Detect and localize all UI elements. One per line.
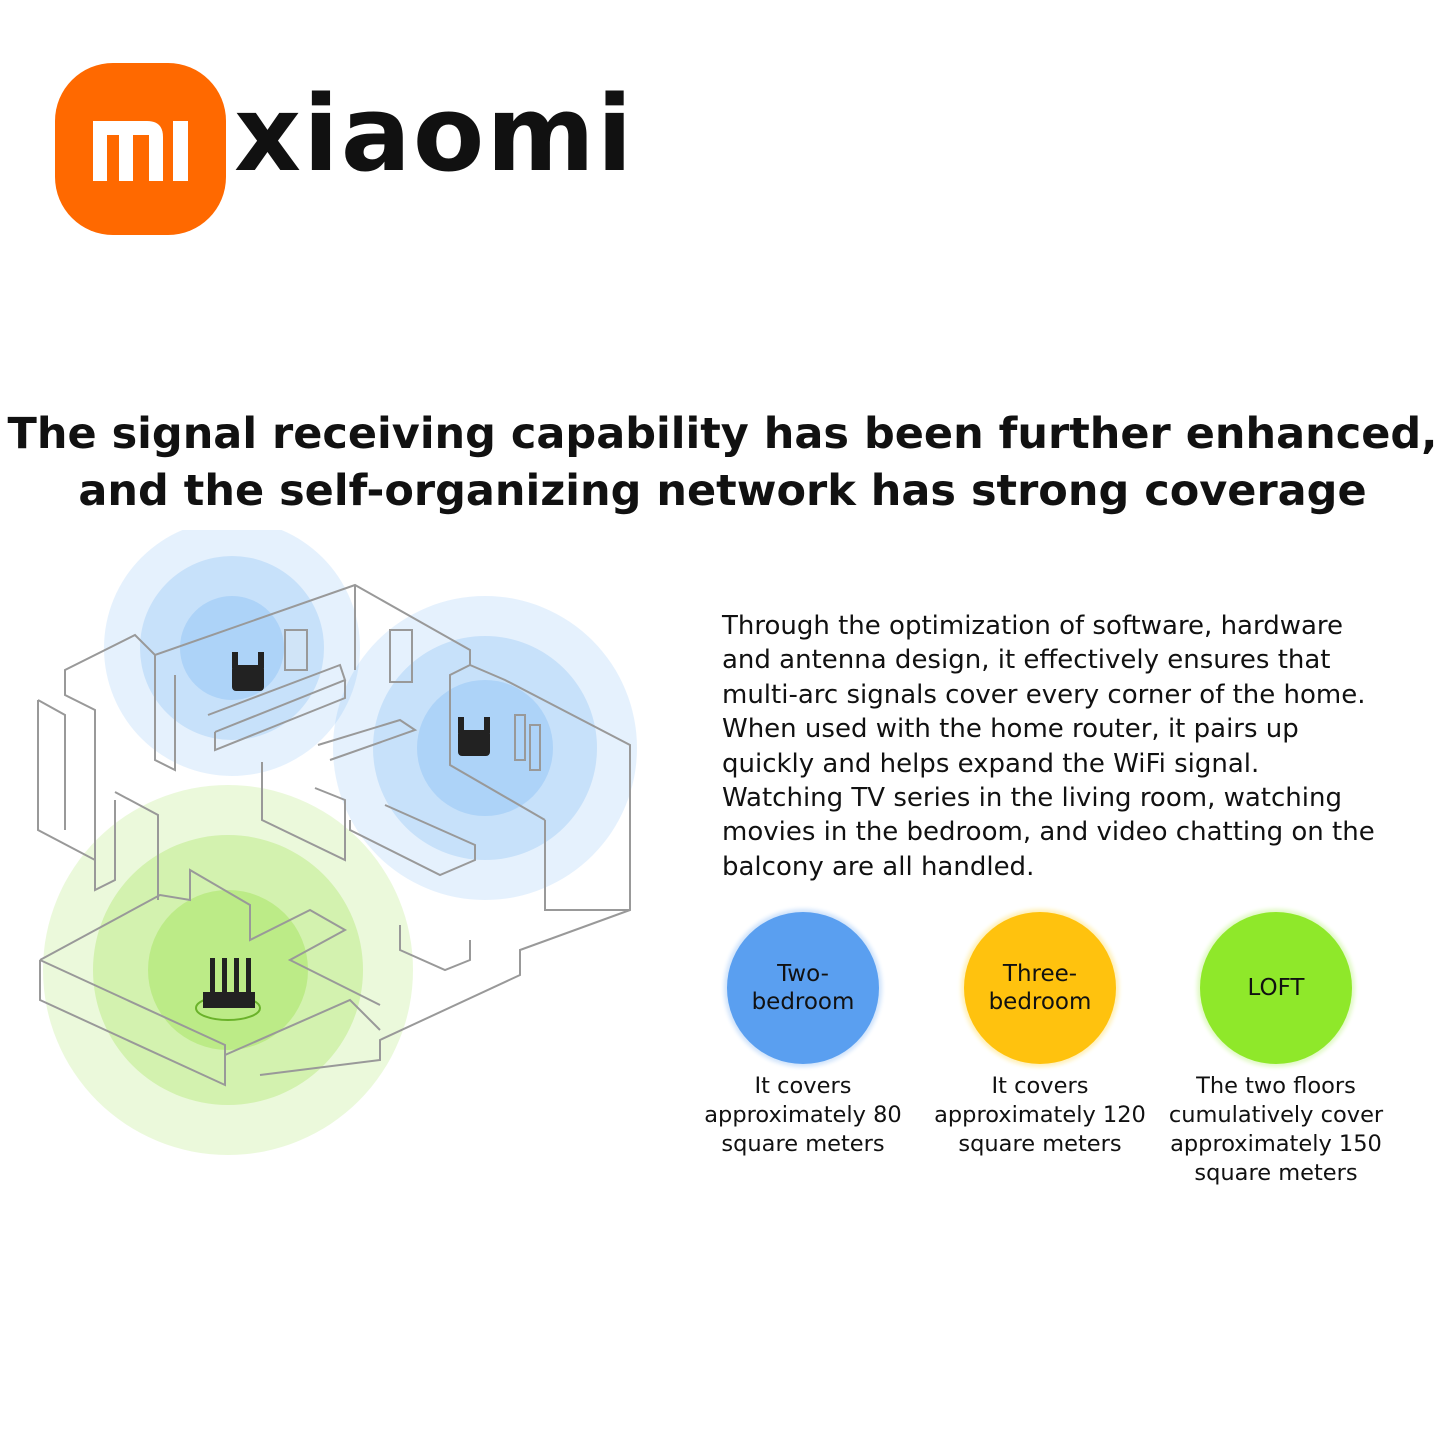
description-line: balcony are all handled. xyxy=(722,851,1035,882)
description-line: movies in the bedroom, and video chattin… xyxy=(722,817,1375,848)
caption-line: square meters xyxy=(721,1131,885,1157)
router-icon xyxy=(195,958,261,1021)
coverage-two-bedroom: Two-bedroom It covers approximately 80 s… xyxy=(683,912,923,1159)
caption-line: square meters xyxy=(958,1131,1122,1157)
two-bedroom-badge: Two-bedroom xyxy=(727,912,879,1064)
caption-line: approximately 150 xyxy=(1170,1131,1382,1157)
description-line: When used with the home router, it pairs… xyxy=(722,714,1299,745)
caption-line: cumulatively cover xyxy=(1168,1102,1384,1128)
coverage-caption: It covers approximately 80 square meters xyxy=(683,1072,923,1159)
mi-logo-icon xyxy=(93,121,188,181)
home-coverage-illustration xyxy=(37,530,637,1155)
headline-line-2: and the self-organizing network has stro… xyxy=(78,466,1367,516)
badge-label: LOFT xyxy=(1247,975,1305,1001)
coverage-caption: It covers approximately 120 square meter… xyxy=(920,1072,1160,1159)
page-headline: The signal receiving capability has been… xyxy=(0,406,1445,520)
badge-label: bedroom xyxy=(751,989,855,1015)
description-line: Through the optimization of software, ha… xyxy=(722,611,1344,641)
headline-line-1: The signal receiving capability has been… xyxy=(7,409,1438,459)
brand-wordmark: xiaomi xyxy=(234,73,635,195)
caption-line: The two floors xyxy=(1196,1073,1356,1099)
description-line: quickly and helps expand the WiFi signal… xyxy=(722,748,1260,779)
feature-description: Through the optimization of software, ha… xyxy=(722,609,1422,884)
floor-plan-outline xyxy=(37,583,631,1087)
caption-line: approximately 120 xyxy=(934,1102,1146,1128)
repeater-right-icon xyxy=(458,717,490,756)
description-line: Watching TV series in the living room, w… xyxy=(722,783,1342,814)
caption-line: It covers xyxy=(754,1073,852,1099)
coverage-loft: LOFT The two floors cumulatively cover a… xyxy=(1156,912,1396,1188)
coverage-three-bedroom: Three-bedroom It covers approximately 12… xyxy=(920,912,1160,1159)
caption-line: square meters xyxy=(1194,1160,1358,1186)
badge-label: Three- xyxy=(1002,961,1078,987)
three-bedroom-badge: Three-bedroom xyxy=(964,912,1116,1064)
xiaomi-logo xyxy=(55,63,226,235)
coverage-caption: The two floors cumulatively cover approx… xyxy=(1156,1072,1396,1188)
description-line: multi-arc signals cover every corner of … xyxy=(722,679,1366,710)
description-line: and antenna design, it effectively ensur… xyxy=(722,645,1331,676)
router-signal xyxy=(43,785,413,1155)
badge-label: Two- xyxy=(777,961,829,987)
caption-line: It covers xyxy=(991,1073,1089,1099)
repeater-left-icon xyxy=(232,652,264,691)
loft-badge: LOFT xyxy=(1200,912,1352,1064)
caption-line: approximately 80 xyxy=(704,1102,902,1128)
badge-label: bedroom xyxy=(988,989,1092,1015)
